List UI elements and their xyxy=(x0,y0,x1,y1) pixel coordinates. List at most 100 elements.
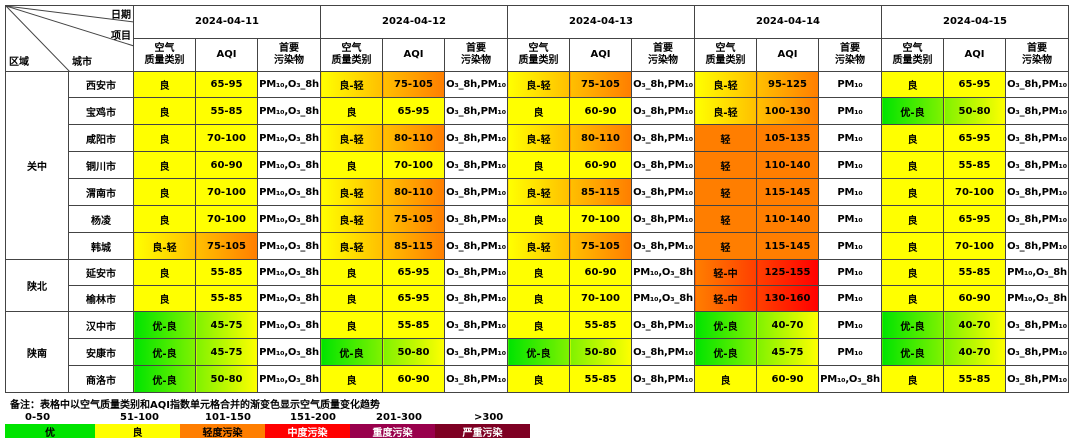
city-cell: 西安市 xyxy=(68,71,134,98)
aqi-cell: 80-110 xyxy=(569,124,632,152)
pollutant-cell: O₃_8h,PM₁₀ xyxy=(1005,232,1069,260)
aqi-cell: 40-70 xyxy=(756,311,819,339)
category-cell: 良 xyxy=(881,232,944,260)
pollutant-cell: O₃_8h,PM₁₀ xyxy=(631,311,695,339)
city-cell: 榆林市 xyxy=(68,285,134,312)
table-row: 杨凌良 70-100 PM₁₀,O₃_8h 良-轻 75-105 O₃_8h,PM₁₀ 良 7… xyxy=(6,205,1069,233)
aqi-cell: 115-145 xyxy=(756,178,819,206)
category-cell: 良-轻 xyxy=(694,97,757,125)
pollutant-cell: PM₁₀,O₃_8h xyxy=(257,124,321,152)
table-row: 关中 西安市良 65-95 PM₁₀,O₃_8h 良-轻 75-105 O₃_8h,PM₁₀… xyxy=(5,71,1069,260)
aqi-cell: 55-85 xyxy=(382,311,445,339)
pollutant-cell: O₃_8h,PM₁₀ xyxy=(1005,338,1069,366)
aqi-cell: 55-85 xyxy=(943,365,1006,393)
pollutant-cell: PM₁₀,O₃_8h xyxy=(257,97,321,125)
city-cell: 韩城 xyxy=(68,232,134,260)
aqi-cell: 40-70 xyxy=(943,311,1006,339)
category-cell: 优-良 xyxy=(133,365,196,393)
aqi-cell: 85-115 xyxy=(569,178,632,206)
pollutant-cell: PM₁₀ xyxy=(818,205,882,233)
category-cell: 良 xyxy=(133,205,196,233)
aqi-cell: 45-75 xyxy=(195,338,258,366)
pollutant-cell: O₃_8h,PM₁₀ xyxy=(444,232,508,260)
category-cell: 良 xyxy=(507,97,570,125)
aqi-range-label: 201-300 xyxy=(376,412,422,423)
city-cell: 延安市 xyxy=(68,259,134,286)
aqi-cell: 70-100 xyxy=(195,178,258,206)
pollutant-cell: O₃_8h,PM₁₀ xyxy=(631,71,695,98)
aqi-cell: 55-85 xyxy=(195,97,258,125)
category-cell: 良-轻 xyxy=(320,232,383,260)
pollutant-cell: PM₁₀,O₃_8h xyxy=(257,71,321,98)
aqi-header: AQI xyxy=(382,38,445,72)
category-cell: 良 xyxy=(320,285,383,312)
pollutant-cell: PM₁₀ xyxy=(818,97,882,125)
pollutant-cell: PM₁₀,O₃_8h xyxy=(631,259,695,286)
city-cell: 铜川市 xyxy=(68,151,134,179)
category-cell: 良-轻 xyxy=(320,124,383,152)
pollutant-cell: O₃_8h,PM₁₀ xyxy=(1005,311,1069,339)
pollutant-cell: O₃_8h,PM₁₀ xyxy=(1005,124,1069,152)
aqi-cell: 45-75 xyxy=(195,311,258,339)
date-header: 2024-04-11 xyxy=(133,5,321,39)
aqi-cell: 130-160 xyxy=(756,285,819,312)
aqi-cell: 65-95 xyxy=(943,205,1006,233)
legend-swatch: 中度污染 xyxy=(265,424,350,439)
category-cell: 良 xyxy=(507,205,570,233)
pollutant-header: 首要 污染物 xyxy=(818,38,882,72)
city-cell: 汉中市 xyxy=(68,311,134,339)
category-header: 空气 质量类别 xyxy=(881,38,944,72)
aqi-cell: 55-85 xyxy=(195,259,258,286)
legend-swatch: 重度污染 xyxy=(350,424,435,439)
category-cell: 优-良 xyxy=(133,311,196,339)
city-cell: 商洛市 xyxy=(68,365,134,393)
table-row: 商洛市 优-良 50-80 PM₁₀,O₃_8h 良 60-90 O₃_8h,PM₁₀ 良 55… xyxy=(6,365,1069,393)
category-cell: 良 xyxy=(881,259,944,286)
pollutant-cell: O₃_8h,PM₁₀ xyxy=(444,259,508,286)
pollutant-cell: O₃_8h,PM₁₀ xyxy=(444,151,508,179)
pollutant-cell: O₃_8h,PM₁₀ xyxy=(631,124,695,152)
aqi-cell: 65-95 xyxy=(382,259,445,286)
diagonal-lines xyxy=(6,6,133,71)
category-cell: 良 xyxy=(507,285,570,312)
aqi-cell: 65-95 xyxy=(382,285,445,312)
aqi-cell: 75-105 xyxy=(382,71,445,98)
aqi-cell: 70-100 xyxy=(195,205,258,233)
aqi-cell: 60-90 xyxy=(382,365,445,393)
aqi-cell: 55-85 xyxy=(195,285,258,312)
table-row: 陕南 汉中市 优-良 45-75 PM₁₀,O₃_8h 良 55-85 O₃_8h,PM₁₀ 良… xyxy=(5,311,1069,393)
category-cell: 轻-中 xyxy=(694,259,757,286)
category-cell: 良 xyxy=(881,151,944,179)
category-cell: 良 xyxy=(320,259,383,286)
aqi-cell: 65-95 xyxy=(382,97,445,125)
category-cell: 良 xyxy=(507,259,570,286)
table-row: 铜川市良 60-90 PM₁₀,O₃_8h 良 70-100 O₃_8h,PM₁₀ 良 60-… xyxy=(6,151,1069,179)
aqi-cell: 55-85 xyxy=(943,259,1006,286)
pollutant-cell: O₃_8h,PM₁₀ xyxy=(444,285,508,312)
category-cell: 轻 xyxy=(694,151,757,179)
aqi-range-label: 151-200 xyxy=(290,412,336,423)
region-cell: 陕北 xyxy=(5,259,69,312)
aqi-range-label: 101-150 xyxy=(205,412,251,423)
aqi-cell: 80-110 xyxy=(382,178,445,206)
legend-swatch: 优 xyxy=(5,424,95,439)
aqi-cell: 110-140 xyxy=(756,205,819,233)
category-cell: 良-轻 xyxy=(320,178,383,206)
aqi-header: AQI xyxy=(195,38,258,72)
aqi-cell: 75-105 xyxy=(569,232,632,260)
date-header: 2024-04-14 xyxy=(694,5,882,39)
aqi-header: AQI xyxy=(569,38,632,72)
pollutant-cell: O₃_8h,PM₁₀ xyxy=(631,338,695,366)
pollutant-cell: O₃_8h,PM₁₀ xyxy=(631,205,695,233)
pollutant-header: 首要 污染物 xyxy=(1005,38,1069,72)
region-axis-label: 区域 xyxy=(9,57,29,68)
category-cell: 良 xyxy=(507,311,570,339)
category-cell: 优-良 xyxy=(507,338,570,366)
table-row: 宝鸡市良 55-85 PM₁₀,O₃_8h 良 65-95 O₃_8h,PM₁₀ 良 60-9… xyxy=(6,97,1069,125)
aqi-cell: 60-90 xyxy=(569,259,632,286)
pollutant-cell: PM₁₀ xyxy=(818,178,882,206)
table-row: 陕北 延安市良 55-85 PM₁₀,O₃_8h 良 65-95 O₃_8h,PM₁₀ 良 60… xyxy=(5,259,1069,312)
pollutant-cell: O₃_8h,PM₁₀ xyxy=(444,178,508,206)
table-row: 渭南市良 70-100 PM₁₀,O₃_8h 良-轻 80-110 O₃_8h,PM₁₀ 良… xyxy=(6,178,1069,206)
category-cell: 优-良 xyxy=(694,338,757,366)
